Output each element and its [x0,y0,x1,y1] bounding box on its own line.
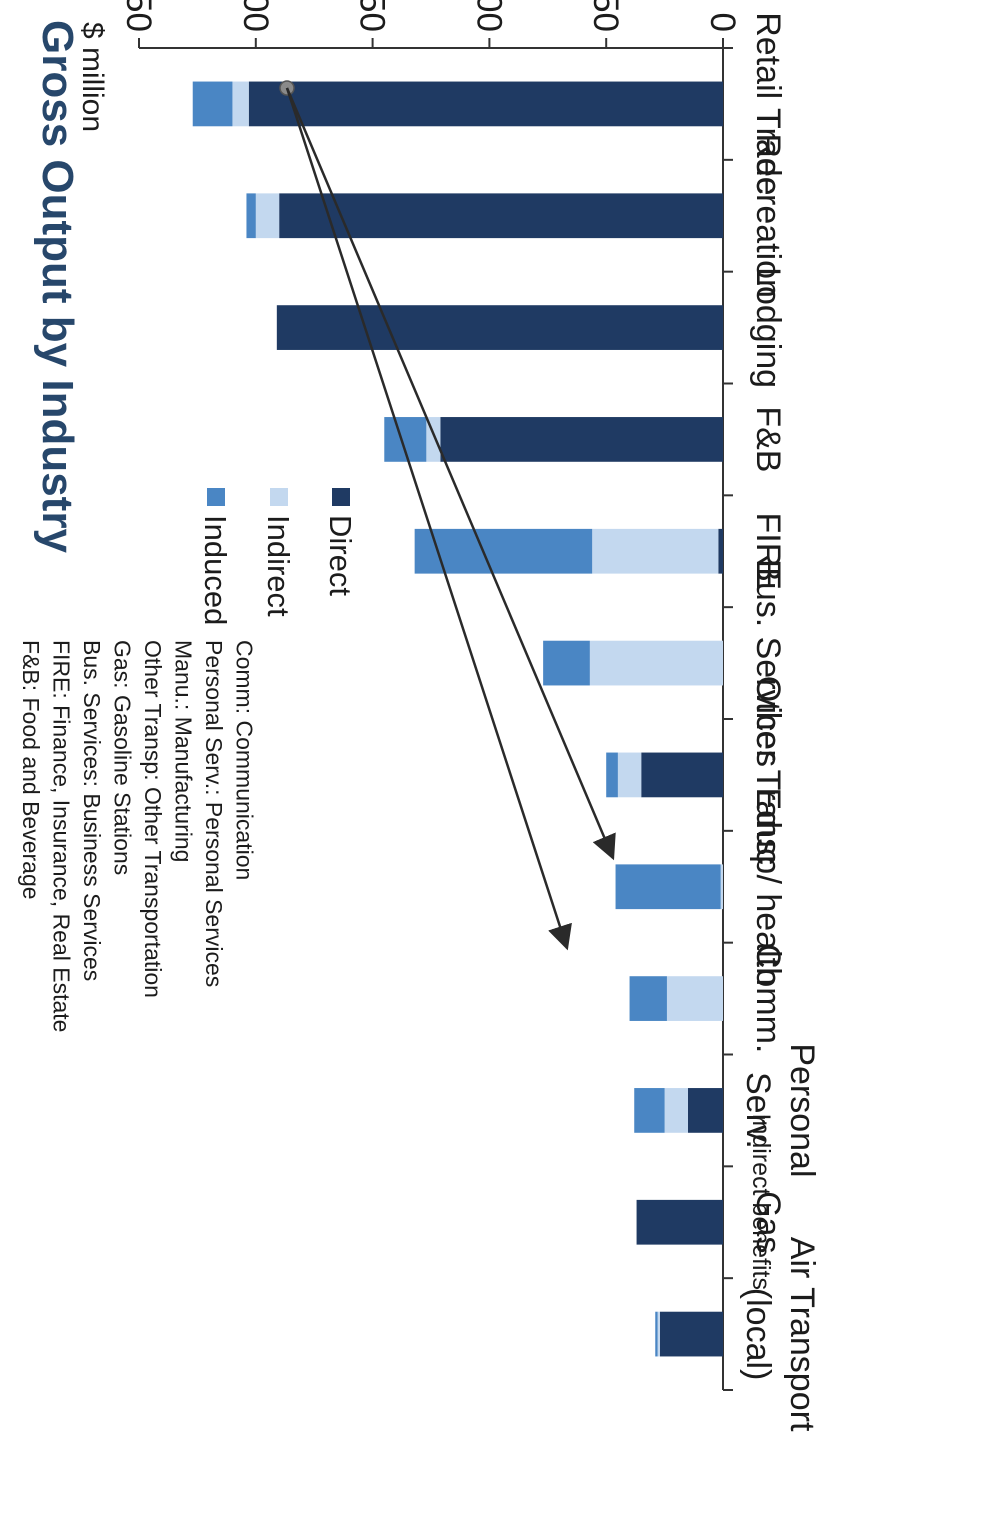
bar-segment-induced [384,417,427,462]
legend-label-induced: Induced [198,515,233,625]
category-label: Other Transp [749,676,787,874]
value-tick-label: 100 [469,0,508,32]
abbreviation-notes: F&B: Food and Beverage FIRE: Finance, Ins… [18,640,258,1032]
legend-label-direct: Direct [323,515,358,596]
bar-segment-indirect [617,752,642,798]
category-label: Personal [783,1043,821,1177]
category-label: F&B [749,406,787,472]
annotation-label: Indirect benefits [747,1114,775,1291]
category-label: Recreation [749,134,787,298]
bar-segment-induced [414,528,593,574]
bar-segment-induced [543,640,590,686]
abbreviation-line: Other Transp: Other Transportation [140,640,166,998]
bar-segment-direct [279,193,723,239]
bar-segment-direct [718,528,723,574]
category-label: FIRE [749,513,787,590]
abbreviation-line: Gas: Gasoline Stations [110,640,136,875]
value-tick-label: 50 [586,0,625,32]
bar-segment-induced [615,864,721,910]
abbreviation-line: Comm: Communication [232,640,258,880]
abbreviation-line: F&B: Food and Beverage [18,640,44,900]
bar-segment-direct [641,752,723,798]
category-label: Gas [749,1191,787,1253]
bar-segment-direct [276,305,723,350]
category-label: Bus. Services [749,559,787,767]
bar-segment-induced [246,193,256,239]
bar-segment-indirect [255,193,280,239]
category-label: Air Transport [783,1237,821,1432]
bar-segment-direct [659,1311,723,1357]
legend-label-indirect: Indirect [261,515,296,617]
bar-segment-direct [440,417,723,462]
abbreviation-line: Manu.: Manufacturing [171,640,197,862]
value-tick-label: 250 [119,0,158,32]
value-tick-label: 150 [353,0,392,32]
legend-swatch-indirect [270,488,288,506]
bar-segment-indirect [666,976,723,1021]
category-label: Lodging [749,267,787,388]
abbreviation-line: FIRE: Finance, Insurance, Real Estate [49,640,75,1032]
plot-area: 0 50 100 150 200 250 Retail TradeRecreationLod… [119,0,821,1432]
category-label: (local) [739,1288,777,1381]
bar-segment-indirect [589,640,723,686]
bar-segment-induced [655,1311,658,1357]
value-tick-label: 0 [703,13,742,32]
category-label: Educ / health [749,788,787,986]
abbreviation-line: Bus. Services: Business Services [79,640,105,981]
bar-segment-indirect [657,1311,660,1357]
bar-segment-indirect [592,528,719,574]
legend-swatch-induced [207,488,225,506]
bar-segment-induced [634,1088,665,1133]
category-label: Serv. [739,1072,777,1149]
bar-segment-indirect [664,1088,688,1133]
bar-segment-indirect [720,864,723,910]
abbreviation-line: Personal Serv.: Personal Services [201,640,227,987]
bar-segment-direct [636,1199,723,1245]
bar-segment-direct [248,81,723,127]
bar-segment-direct [687,1088,723,1133]
annotation-arrow-bus-services [285,87,616,861]
category-label: Retail Trade [749,12,787,195]
chart-title: Gross Output by Industry [33,20,82,553]
annotation-arrow-fire [285,87,572,951]
legend: Induced Indirect Direct [198,488,358,625]
y-axis-unit: $ million [76,22,109,132]
legend-swatch-direct [332,488,350,506]
bar-segment-induced [606,752,618,798]
category-label: Comm. [749,944,787,1054]
bar-segment-induced [192,81,233,127]
bar-segment-indirect [232,81,249,127]
value-tick-label: 200 [236,0,275,32]
bar-segment-induced [629,976,667,1021]
indirect-benefits-annotation: Indirect benefits [279,80,775,1291]
